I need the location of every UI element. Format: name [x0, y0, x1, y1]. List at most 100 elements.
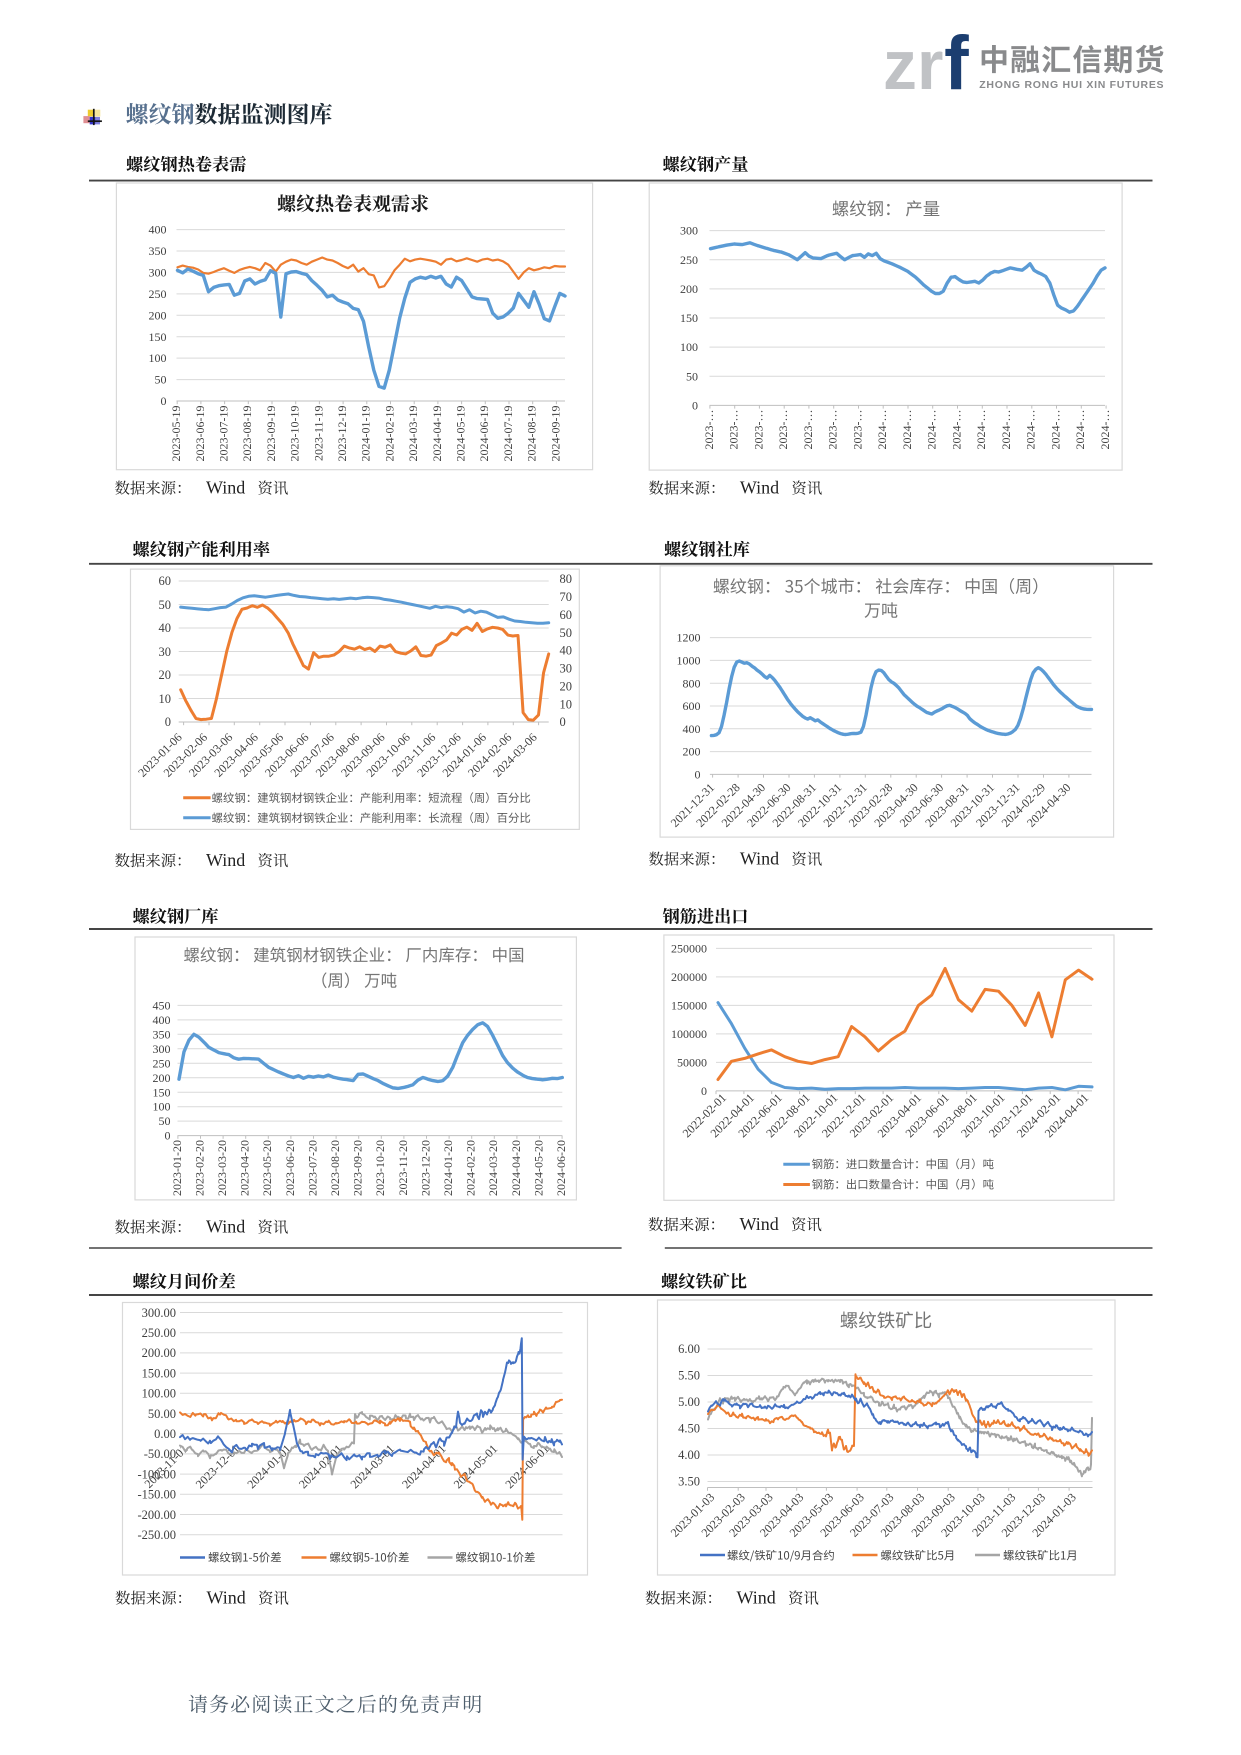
svg-text:150: 150 [680, 311, 698, 325]
svg-text:800: 800 [683, 676, 701, 690]
svg-text:f: f [944, 20, 970, 105]
svg-text:0: 0 [560, 715, 566, 729]
svg-text:200: 200 [680, 282, 698, 296]
svg-text:30: 30 [159, 645, 172, 659]
svg-text:250000: 250000 [671, 942, 707, 956]
svg-text:2023-07-20: 2023-07-20 [305, 1140, 319, 1196]
svg-text:2024-…: 2024-… [1073, 410, 1087, 450]
svg-text:300: 300 [153, 1042, 171, 1056]
svg-text:2023-…: 2023-… [826, 410, 840, 450]
svg-text:150.00: 150.00 [142, 1366, 176, 1380]
svg-text:300: 300 [149, 266, 167, 280]
svg-text:250: 250 [153, 1056, 171, 1070]
svg-text:2023-04-20: 2023-04-20 [238, 1140, 252, 1196]
svg-text:200: 200 [683, 745, 701, 759]
svg-text:-50.00: -50.00 [144, 1447, 176, 1461]
svg-text:2023-…: 2023-… [850, 410, 864, 450]
svg-text:50: 50 [159, 598, 172, 612]
svg-text:0: 0 [695, 768, 701, 782]
svg-text:2024-07-19: 2024-07-19 [501, 406, 515, 462]
svg-text:2024-…: 2024-… [875, 410, 889, 450]
svg-text:50.00: 50.00 [148, 1407, 176, 1421]
svg-text:10: 10 [159, 692, 172, 706]
svg-text:2024-03-19: 2024-03-19 [406, 406, 420, 462]
svg-text:200: 200 [153, 1071, 171, 1085]
svg-text:2023-…: 2023-… [702, 410, 716, 450]
svg-text:ZHONG RONG HUI XIN FUTURES: ZHONG RONG HUI XIN FUTURES [979, 79, 1164, 91]
svg-text:150000: 150000 [671, 999, 707, 1013]
svg-text:2024-06-20: 2024-06-20 [554, 1140, 568, 1196]
svg-text:2023-09-20: 2023-09-20 [351, 1140, 365, 1196]
svg-text:350: 350 [149, 244, 167, 258]
svg-text:0: 0 [701, 1084, 707, 1098]
svg-text:100: 100 [149, 351, 167, 365]
svg-text:10: 10 [560, 697, 573, 711]
svg-text:100.00: 100.00 [142, 1387, 176, 1401]
svg-text:50000: 50000 [677, 1056, 707, 1070]
svg-text:100: 100 [680, 340, 698, 354]
svg-text:30: 30 [560, 662, 573, 676]
svg-text:2023-12-20: 2023-12-20 [418, 1140, 432, 1196]
svg-text:50: 50 [686, 369, 698, 383]
svg-text:200: 200 [149, 308, 167, 322]
svg-text:2024-05-20: 2024-05-20 [531, 1140, 545, 1196]
svg-text:2023-02-20: 2023-02-20 [192, 1140, 206, 1196]
svg-text:1000: 1000 [677, 654, 701, 668]
svg-text:0: 0 [165, 715, 171, 729]
svg-text:20: 20 [159, 668, 172, 682]
svg-text:250: 250 [680, 253, 698, 267]
svg-text:2024-08-19: 2024-08-19 [525, 406, 539, 462]
svg-text:400: 400 [153, 1013, 171, 1027]
svg-text:40: 40 [159, 621, 172, 635]
svg-text:2023-03-20: 2023-03-20 [215, 1140, 229, 1196]
svg-text:350: 350 [153, 1027, 171, 1041]
svg-text:250.00: 250.00 [142, 1326, 176, 1340]
svg-text:2023-11-20: 2023-11-20 [396, 1140, 410, 1196]
svg-text:2023-06-20: 2023-06-20 [283, 1140, 297, 1196]
svg-text:2024-…: 2024-… [1024, 410, 1038, 450]
svg-text:-150.00: -150.00 [137, 1488, 176, 1502]
svg-text:2023-01-20: 2023-01-20 [170, 1140, 184, 1196]
svg-text:0: 0 [165, 1129, 171, 1143]
svg-text:2023-05-20: 2023-05-20 [260, 1140, 274, 1196]
svg-text:100000: 100000 [671, 1027, 707, 1041]
svg-text:2024-01-19: 2024-01-19 [359, 406, 373, 462]
svg-text:60: 60 [159, 574, 172, 588]
svg-text:300.00: 300.00 [142, 1306, 176, 1320]
svg-text:400: 400 [683, 722, 701, 736]
svg-text:Wind: Wind [206, 478, 245, 498]
svg-text:-100.00: -100.00 [137, 1467, 176, 1481]
svg-text:2023-…: 2023-… [727, 410, 741, 450]
svg-text:100: 100 [153, 1100, 171, 1114]
svg-text:2024-…: 2024-… [900, 410, 914, 450]
svg-text:300: 300 [680, 224, 698, 238]
svg-text:2023-06-19: 2023-06-19 [193, 406, 207, 462]
svg-text:2024-03-20: 2024-03-20 [486, 1140, 500, 1196]
svg-text:40: 40 [560, 644, 573, 658]
svg-text:5.00: 5.00 [678, 1395, 700, 1409]
svg-text:2024-09-19: 2024-09-19 [548, 406, 562, 462]
svg-text:Wind: Wind [206, 1217, 245, 1237]
svg-text:2023-…: 2023-… [776, 410, 790, 450]
svg-text:Wind: Wind [740, 1214, 779, 1234]
svg-text:Wind: Wind [740, 478, 779, 498]
svg-text:150: 150 [153, 1085, 171, 1099]
svg-text:2024-04-19: 2024-04-19 [430, 406, 444, 462]
svg-text:2024-02-19: 2024-02-19 [382, 406, 396, 462]
svg-text:200.00: 200.00 [142, 1346, 176, 1360]
svg-text:5.50: 5.50 [678, 1369, 700, 1383]
svg-text:2023-05-19: 2023-05-19 [169, 406, 183, 462]
svg-text:2023-…: 2023-… [751, 410, 765, 450]
svg-text:2024-02-20: 2024-02-20 [464, 1140, 478, 1196]
svg-text:400: 400 [149, 223, 167, 237]
svg-text:0.00: 0.00 [154, 1427, 176, 1441]
svg-text:200000: 200000 [671, 970, 707, 984]
svg-text:Wind: Wind [207, 1588, 246, 1608]
svg-text:50: 50 [155, 373, 167, 387]
svg-text:70: 70 [560, 590, 573, 604]
svg-text:2023-10-19: 2023-10-19 [288, 406, 302, 462]
svg-text:2024-…: 2024-… [949, 410, 963, 450]
svg-text:zr: zr [883, 26, 943, 104]
svg-text:0: 0 [692, 399, 698, 413]
svg-text:2024-…: 2024-… [974, 409, 988, 449]
